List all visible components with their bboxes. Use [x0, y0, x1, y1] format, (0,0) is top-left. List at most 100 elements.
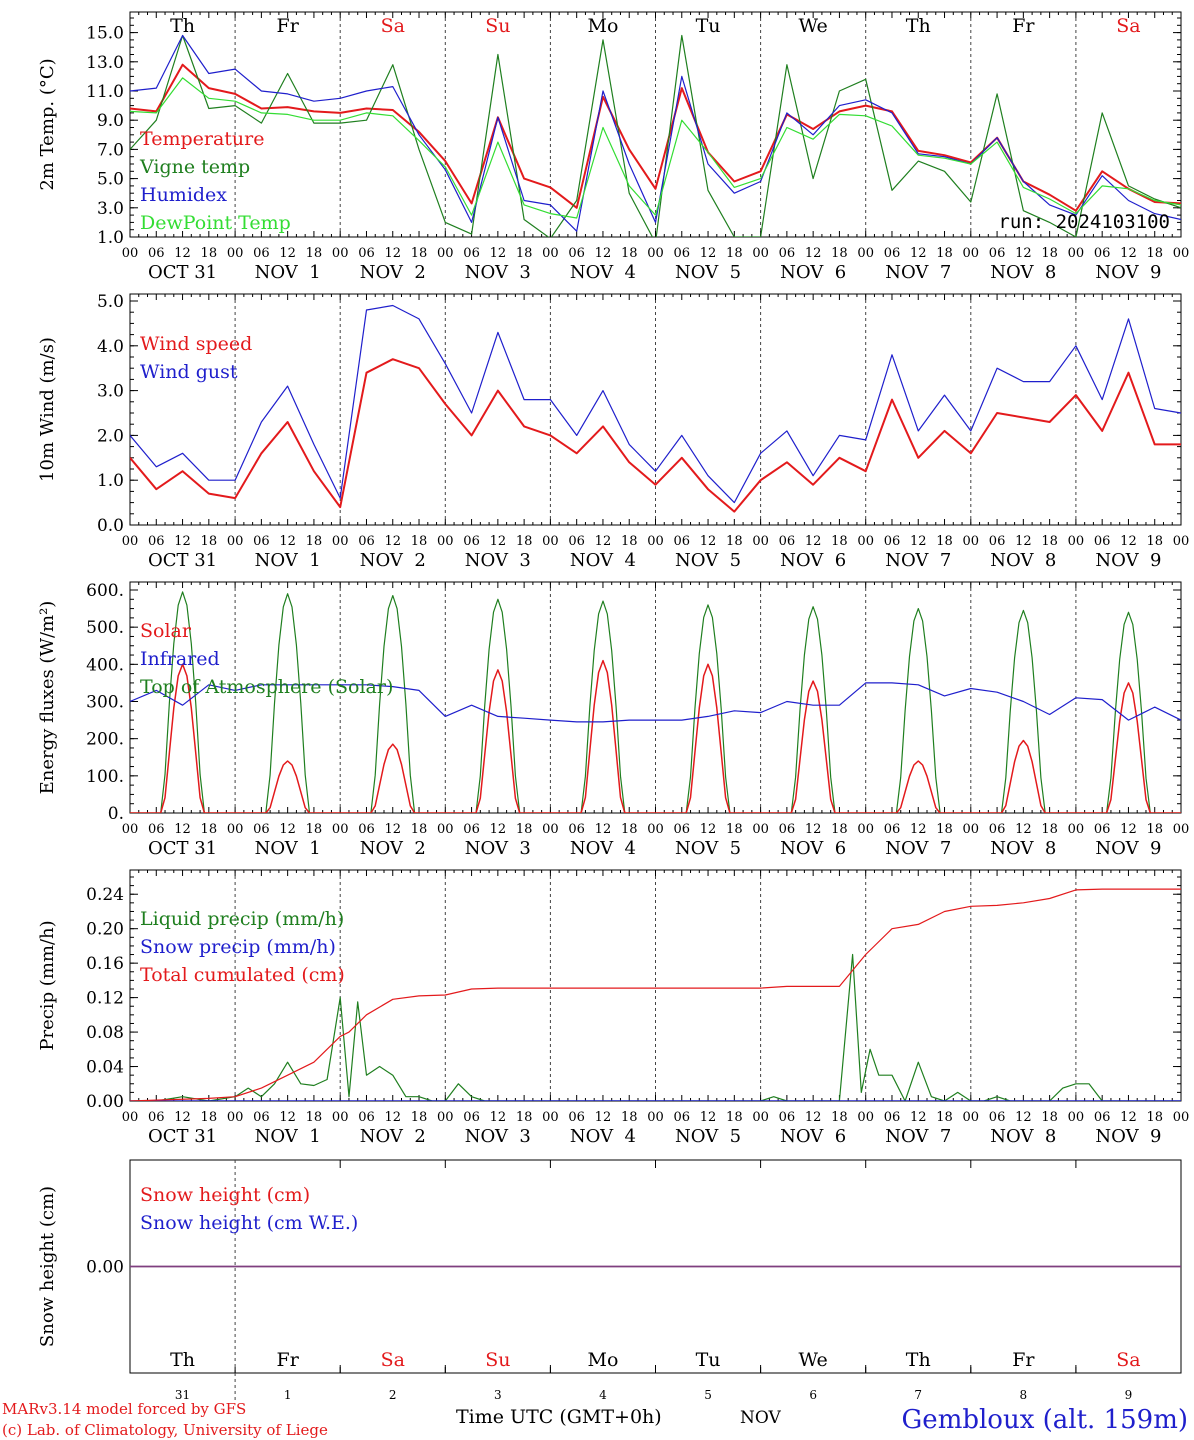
hour-label: 12	[700, 246, 717, 261]
y-tick-label: 0.08	[86, 1023, 124, 1043]
y-tick-label: 300.	[86, 693, 124, 713]
date-label: NOV 2	[360, 262, 426, 283]
day-number: 9	[1125, 1388, 1133, 1402]
hour-label: 12	[384, 246, 401, 261]
precip-ylabel: Precip (mm/h)	[37, 920, 58, 1050]
hour-label: 18	[1041, 246, 1058, 261]
energy-plot	[130, 591, 1181, 813]
hour-label: 12	[595, 246, 612, 261]
legend-wind-1: Wind gust	[140, 361, 238, 383]
hour-label: 12	[1120, 822, 1137, 837]
y-tick-label: 11.0	[86, 82, 124, 102]
hour-label: 12	[279, 822, 296, 837]
hour-label: 18	[936, 822, 953, 837]
hour-label: 00	[542, 246, 559, 261]
wind-plot	[130, 304, 1181, 513]
legend-temperature-2: Humidex	[140, 184, 227, 206]
humidex-line	[130, 34, 1181, 232]
weekday-label: Mo	[587, 15, 618, 37]
hour-label: 00	[332, 822, 349, 837]
hour-label: 06	[779, 246, 796, 261]
y-tick-label: 500.	[86, 618, 124, 638]
hour-label: 12	[174, 534, 191, 549]
y-tick-label: 3.0	[97, 199, 124, 219]
weekday-label: Fr	[277, 15, 300, 37]
y-tick-label: 5.0	[97, 292, 124, 312]
hour-label: 06	[674, 822, 691, 837]
hour-label: 12	[1015, 246, 1032, 261]
legend-energy-1: Infrared	[140, 648, 220, 670]
hour-label: 18	[516, 246, 533, 261]
hour-label: 12	[805, 246, 822, 261]
date-label: NOV 5	[675, 1126, 741, 1147]
hour-label: 12	[805, 822, 822, 837]
weekday-label: Su	[485, 1349, 510, 1371]
date-label: NOV 4	[570, 550, 636, 571]
hour-label: 06	[779, 822, 796, 837]
hour-label: 06	[884, 534, 901, 549]
credit-line: (c) Lab. of Climatology, University of L…	[2, 1421, 328, 1439]
model-line: MARv3.14 model forced by GFS	[2, 1400, 246, 1418]
temperature-ylabel: 2m Temp. (°C)	[37, 58, 58, 190]
hour-label: 18	[936, 534, 953, 549]
hour-label: 06	[989, 246, 1006, 261]
date-label: NOV 2	[360, 838, 426, 859]
hour-label: 00	[437, 246, 454, 261]
hour-label: 00	[752, 1110, 769, 1125]
hour-label: 00	[647, 534, 664, 549]
hour-label: 00	[857, 1110, 874, 1125]
weekday-label: Mo	[587, 1349, 618, 1371]
day-number: 8	[1020, 1388, 1028, 1402]
legend-energy-2: Top of Atmosphere (Solar)	[140, 676, 393, 698]
hour-label: 06	[568, 246, 585, 261]
wind-speed-line	[130, 358, 1181, 513]
date-label: NOV 3	[465, 838, 531, 859]
run-label: run: 2024103100	[998, 211, 1170, 233]
date-label: OCT 31	[148, 838, 217, 859]
hour-label: 18	[201, 246, 218, 261]
hour-label: 18	[831, 1110, 848, 1125]
hour-label: 00	[963, 534, 980, 549]
hour-label: 06	[358, 1110, 375, 1125]
hour-label: 00	[542, 822, 559, 837]
hour-label: 00	[542, 1110, 559, 1125]
date-label: NOV 1	[255, 550, 321, 571]
hour-label: 06	[568, 534, 585, 549]
hour-label: 00	[963, 246, 980, 261]
day-number: 2	[389, 1388, 397, 1402]
hour-label: 12	[1015, 1110, 1032, 1125]
hour-label: 06	[674, 246, 691, 261]
hour-label: 18	[831, 246, 848, 261]
date-label: NOV 3	[465, 262, 531, 283]
date-label: NOV 6	[780, 1126, 846, 1147]
hour-label: 18	[936, 246, 953, 261]
infrared-line	[130, 682, 1181, 723]
hour-label: 00	[1068, 1110, 1085, 1125]
date-label: NOV 2	[360, 550, 426, 571]
legend-wind-0: Wind speed	[140, 333, 252, 355]
y-tick-label: 0.00	[86, 1258, 124, 1278]
date-label: NOV 6	[780, 550, 846, 571]
hour-label: 00	[227, 1110, 244, 1125]
hour-label: 00	[752, 246, 769, 261]
hour-label: 18	[1041, 1110, 1058, 1125]
hour-label: 00	[122, 1110, 139, 1125]
precip-plot	[130, 888, 1181, 1101]
day-number: 5	[704, 1388, 712, 1402]
y-tick-label: 0.	[108, 804, 124, 824]
date-label: NOV 4	[570, 1126, 636, 1147]
date-label: NOV 9	[1095, 1126, 1161, 1147]
weekday-label: Th	[906, 15, 931, 37]
hour-label: 18	[306, 1110, 323, 1125]
station-label: Gembloux (alt. 159m)	[902, 1405, 1188, 1435]
legend-snow-1: Snow height (cm W.E.)	[140, 1212, 358, 1234]
hour-label: 12	[700, 1110, 717, 1125]
hour-label: 18	[621, 822, 638, 837]
hour-label: 18	[1146, 822, 1163, 837]
hour-label: 12	[910, 246, 927, 261]
date-label: NOV 8	[990, 262, 1056, 283]
y-tick-label: 2.0	[97, 426, 124, 446]
weekday-label: Fr	[277, 1349, 300, 1371]
